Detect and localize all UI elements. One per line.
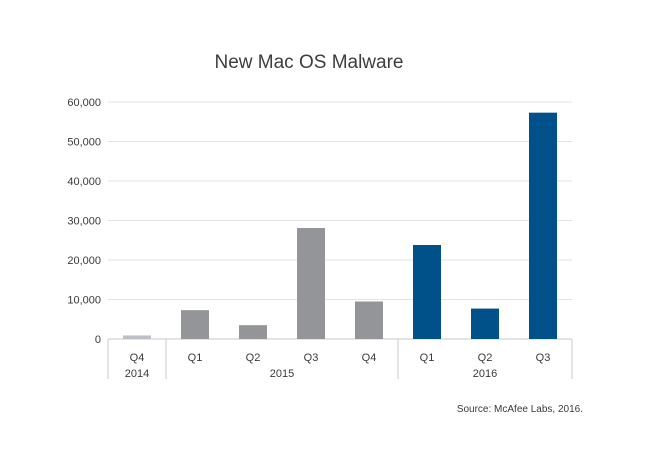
year-group-label: 2014 (125, 368, 149, 380)
bar (297, 228, 325, 339)
bars (123, 112, 557, 339)
x-tick-label: Q1 (420, 352, 435, 364)
y-tick-label: 30,000 (67, 216, 101, 228)
source-note: Source: McAfee Labs, 2016. (457, 404, 583, 415)
year-group-label: 2015 (270, 368, 294, 380)
y-tick-label: 0 (95, 334, 101, 346)
bar (355, 301, 383, 339)
x-tick-label: Q2 (246, 352, 261, 364)
y-tick-label: 40,000 (67, 176, 101, 188)
y-tick-label: 10,000 (67, 295, 101, 307)
x-tick-label: Q3 (304, 352, 319, 364)
bar (529, 112, 557, 339)
x-tick-label: Q4 (362, 352, 377, 364)
x-tick-label: Q1 (188, 352, 203, 364)
gridlines (108, 101, 572, 340)
bar (181, 310, 209, 339)
y-axis: 0 10,000 20,000 30,000 40,000 50,000 60,000 (67, 97, 101, 346)
x-tick-label: Q2 (478, 352, 493, 364)
bar (239, 325, 267, 339)
y-tick-label: 20,000 (67, 255, 101, 267)
x-tick-label: Q4 (130, 352, 145, 364)
y-tick-label: 60,000 (67, 97, 101, 109)
y-tick-label: 50,000 (67, 137, 101, 149)
chart-title: New Mac OS Malware (215, 52, 404, 73)
bar (123, 335, 151, 339)
bar (471, 308, 499, 339)
year-group-label: 2016 (473, 368, 497, 380)
bar (413, 244, 441, 339)
x-tick-label: Q3 (536, 352, 551, 364)
x-axis: Q4 Q1 Q2 Q3 Q4 Q1 Q2 Q3 2014 2015 2016 (107, 339, 573, 380)
